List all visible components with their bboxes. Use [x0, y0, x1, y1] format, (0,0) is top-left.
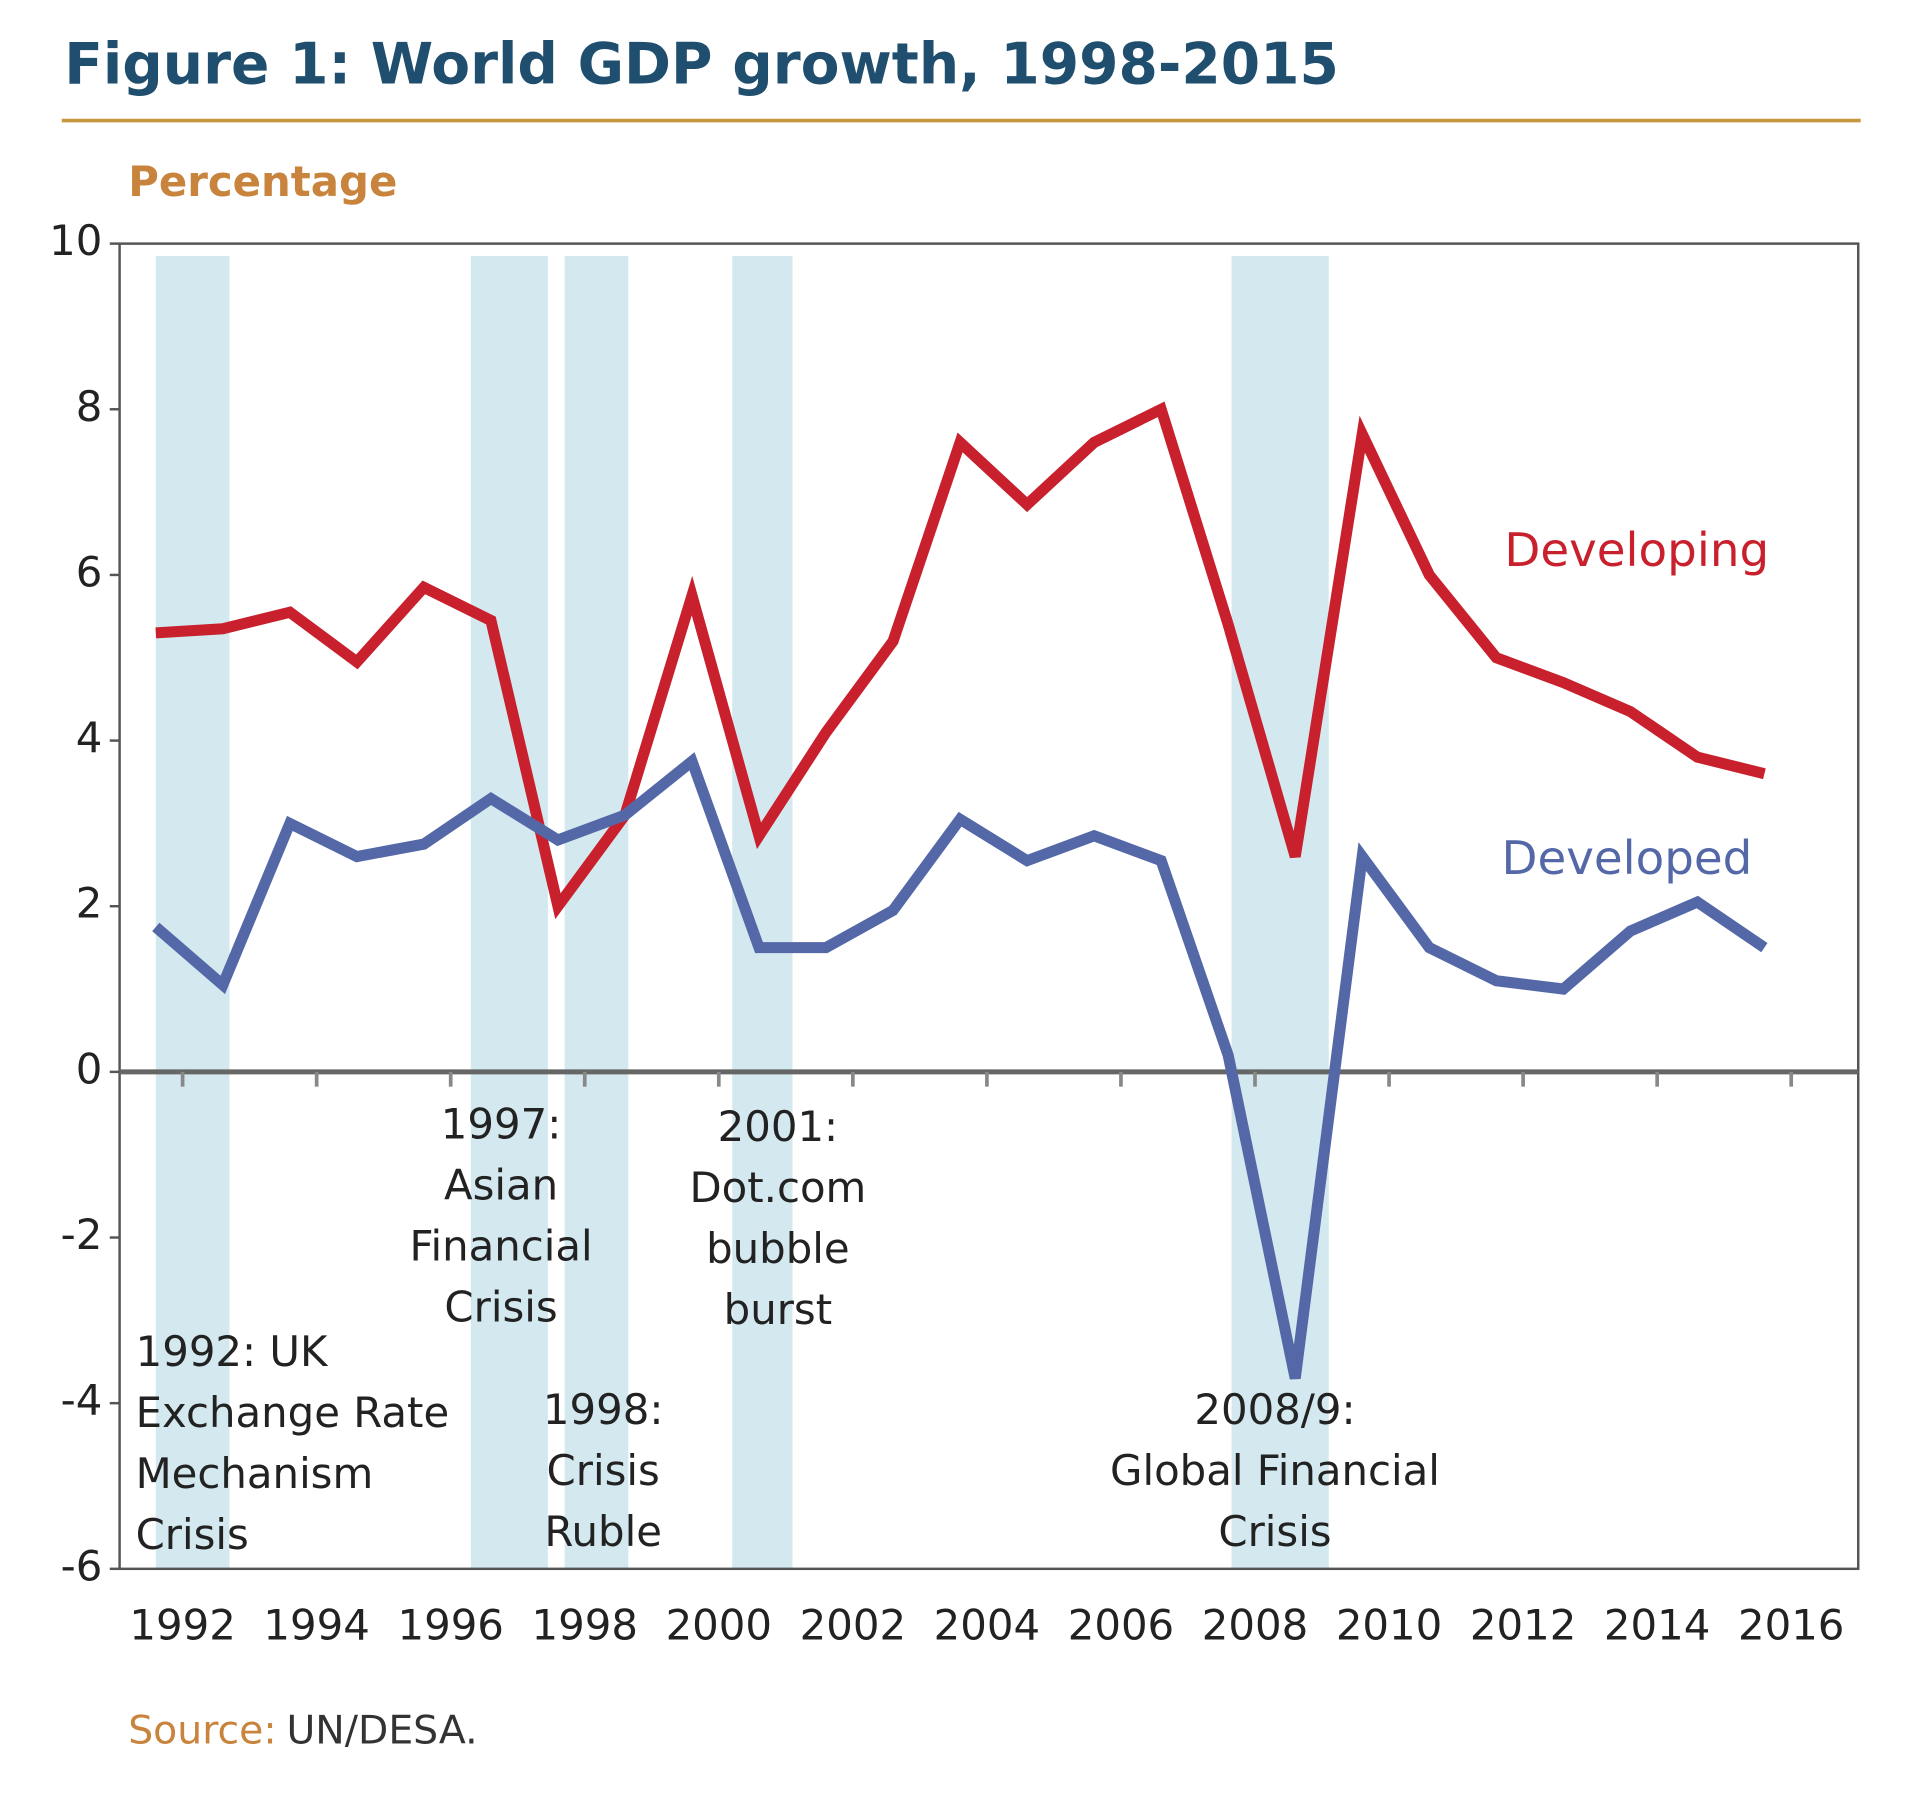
- x-tick-label: 2006: [1068, 1600, 1174, 1649]
- annotation: 1992: UK: [136, 1327, 329, 1376]
- crisis-band: [155, 255, 230, 1569]
- crisis-band: [470, 255, 548, 1569]
- y-tick-label: 10: [49, 216, 102, 265]
- annotation: Dot.com: [689, 1163, 866, 1212]
- source-text: UN/DESA.: [287, 1707, 478, 1753]
- annotation: Exchange Rate: [136, 1388, 450, 1437]
- y-tick-label: 6: [76, 547, 103, 596]
- x-tick-label: 2008: [1202, 1600, 1308, 1649]
- series-label: Developing: [1504, 524, 1769, 578]
- chart-title: Figure 1: World GDP growth, 1998-2015: [64, 31, 1339, 97]
- annotation: Mechanism: [136, 1449, 374, 1498]
- crisis-band: [1231, 255, 1329, 1569]
- x-tick-label: 2012: [1470, 1600, 1576, 1649]
- x-tick-label: 2010: [1336, 1600, 1442, 1649]
- y-tick-label: -2: [61, 1210, 103, 1259]
- source-label: Source:: [128, 1707, 276, 1753]
- x-tick-label: 2002: [800, 1600, 906, 1649]
- y-tick-label: 8: [76, 382, 103, 431]
- annotation: Asian: [444, 1161, 558, 1210]
- series-line: [152, 752, 1768, 1380]
- y-tick-label: -6: [61, 1541, 103, 1590]
- source: Source: UN/DESA.: [128, 1707, 477, 1753]
- annotation: 1997:: [441, 1100, 562, 1149]
- y-tick-label: 2: [76, 879, 103, 928]
- annotation: Crisis: [547, 1446, 660, 1495]
- series-line: [155, 401, 1766, 920]
- plot-frame: [118, 242, 1860, 1571]
- annotation: Global Financial: [1110, 1446, 1440, 1495]
- annotation: 2008/9:: [1194, 1385, 1355, 1434]
- y-tick-label: 0: [76, 1044, 103, 1093]
- x-tick-label: 1998: [532, 1600, 638, 1649]
- annotation: Crisis: [1218, 1507, 1331, 1556]
- annotation: Crisis: [136, 1510, 249, 1559]
- x-tick-label: 2000: [666, 1600, 772, 1649]
- x-tick-label: 2016: [1738, 1600, 1844, 1649]
- x-tick-label: 2004: [934, 1600, 1040, 1649]
- annotation: bubble: [706, 1224, 850, 1273]
- y-tick-label: 4: [76, 713, 103, 762]
- y-axis-label: Percentage: [128, 157, 397, 206]
- x-tick-label: 1994: [263, 1600, 369, 1649]
- annotation: Financial: [409, 1221, 592, 1270]
- x-tick-label: 1992: [129, 1600, 235, 1649]
- annotation: 1998:: [543, 1385, 664, 1434]
- annotation: Ruble: [544, 1507, 662, 1556]
- x-tick-label: 2014: [1604, 1600, 1710, 1649]
- series-label: Developed: [1501, 832, 1752, 886]
- annotation: Crisis: [444, 1282, 557, 1331]
- crisis-band: [564, 255, 629, 1569]
- y-tick-label: -4: [61, 1376, 103, 1425]
- x-tick-label: 1996: [397, 1600, 503, 1649]
- annotation: burst: [724, 1285, 832, 1334]
- annotation: 2001:: [718, 1102, 839, 1151]
